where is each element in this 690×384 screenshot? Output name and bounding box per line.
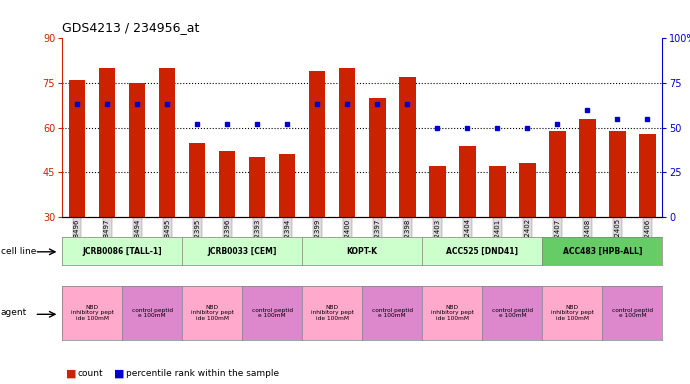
Bar [369, 98, 386, 217]
Bar [249, 157, 266, 217]
Text: NBD
inhibitory pept
ide 100mM: NBD inhibitory pept ide 100mM [190, 305, 234, 321]
Text: KOPT-K: KOPT-K [347, 247, 377, 256]
Bar [489, 166, 506, 217]
Text: NBD
inhibitory pept
ide 100mM: NBD inhibitory pept ide 100mM [431, 305, 474, 321]
Text: NBD
inhibitory pept
ide 100mM: NBD inhibitory pept ide 100mM [70, 305, 114, 321]
Text: percentile rank within the sample: percentile rank within the sample [126, 369, 279, 378]
Text: NBD
inhibitory pept
ide 100mM: NBD inhibitory pept ide 100mM [310, 305, 354, 321]
Text: GDS4213 / 234956_at: GDS4213 / 234956_at [62, 21, 199, 34]
Bar [339, 68, 355, 217]
Text: control peptid
e 100mM: control peptid e 100mM [492, 308, 533, 318]
Text: count: count [77, 369, 103, 378]
Text: JCRB0086 [TALL-1]: JCRB0086 [TALL-1] [82, 247, 162, 256]
Bar [279, 154, 295, 217]
Text: control peptid
e 100mM: control peptid e 100mM [132, 308, 172, 318]
Text: JCRB0033 [CEM]: JCRB0033 [CEM] [208, 247, 277, 256]
Bar [399, 77, 415, 217]
Text: ■: ■ [66, 368, 76, 378]
Bar [549, 131, 566, 217]
Bar [579, 119, 595, 217]
Text: control peptid
e 100mM: control peptid e 100mM [612, 308, 653, 318]
Bar [69, 80, 86, 217]
Bar [219, 152, 235, 217]
Text: NBD
inhibitory pept
ide 100mM: NBD inhibitory pept ide 100mM [551, 305, 594, 321]
Text: agent: agent [1, 308, 27, 318]
Bar [429, 166, 446, 217]
Bar [189, 142, 206, 217]
Text: ■: ■ [114, 368, 124, 378]
Bar [159, 68, 175, 217]
Text: ACC525 [DND41]: ACC525 [DND41] [446, 247, 518, 256]
Bar [459, 146, 475, 217]
Bar [309, 71, 326, 217]
Bar [99, 68, 115, 217]
Bar [519, 164, 535, 217]
Bar [639, 134, 656, 217]
Bar [129, 83, 146, 217]
Text: ACC483 [HPB-ALL]: ACC483 [HPB-ALL] [562, 247, 642, 256]
Text: cell line: cell line [1, 247, 36, 256]
Text: control peptid
e 100mM: control peptid e 100mM [252, 308, 293, 318]
Text: control peptid
e 100mM: control peptid e 100mM [372, 308, 413, 318]
Bar [609, 131, 626, 217]
